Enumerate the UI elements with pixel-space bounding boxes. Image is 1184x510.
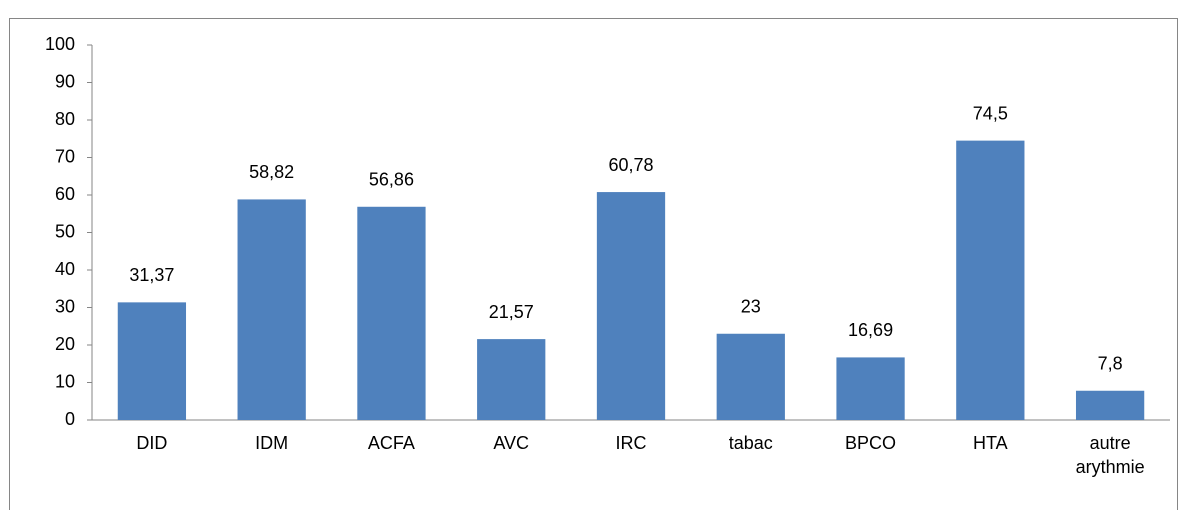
x-tick-label: IDM [255,433,289,453]
x-tick-label: DID [136,433,168,453]
data-label: 16,69 [848,320,893,340]
bar [956,140,1025,420]
y-tick-label: 70 [55,146,75,166]
chart-frame [9,18,1178,510]
y-tick-label: 0 [65,409,75,429]
y-tick-label: 40 [55,259,75,279]
bar [596,192,666,420]
x-tick-label: IRC [615,433,647,453]
y-tick-label: 30 [55,296,75,316]
data-label: 58,82 [249,162,294,182]
data-label: 7,8 [1098,354,1123,374]
y-tick-label: 90 [55,71,75,91]
data-label: 60,78 [608,155,653,175]
data-label: 56,86 [369,170,414,190]
bar [237,199,306,420]
y-tick-label: 50 [55,221,75,241]
data-label: 31,37 [129,265,174,285]
y-tick-label: 80 [55,109,75,129]
x-tick-label: tabac [728,433,773,453]
y-tick-label: 100 [45,34,75,54]
x-tick-label: ACFA [367,433,415,453]
x-tick-label: AVC [493,433,530,453]
bar [357,206,426,420]
bar [117,302,187,420]
y-tick-label: 60 [55,184,75,204]
data-label: 23 [741,297,761,317]
data-label: 21,57 [489,302,534,322]
bar [1075,390,1145,420]
x-tick-label: BPCO [845,433,897,453]
bar [836,357,905,420]
bar [477,339,546,420]
bar [716,333,785,420]
y-tick-label: 20 [55,334,75,354]
x-tick-label: HTA [972,433,1008,453]
y-tick-label: 10 [55,371,75,391]
x-tick-label: autre arythmie [1075,433,1145,477]
data-label: 74,5 [973,103,1008,123]
